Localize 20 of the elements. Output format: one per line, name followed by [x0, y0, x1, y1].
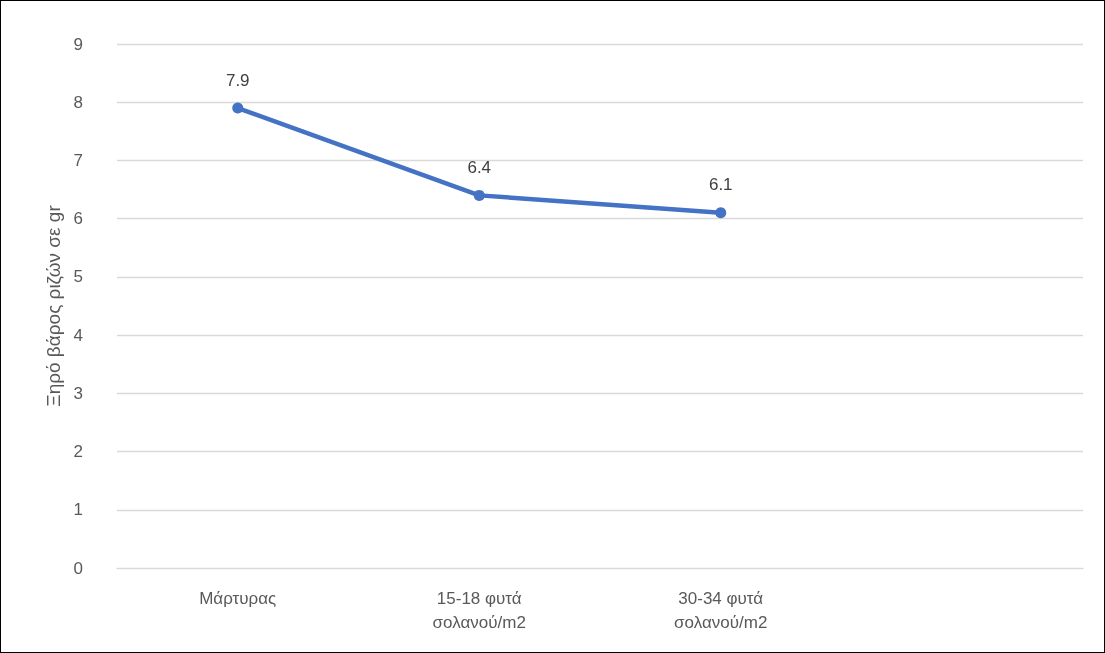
y-tick-label: 2 — [73, 442, 83, 462]
y-tick-label: 7 — [73, 150, 83, 170]
x-tick-label: 15-18 φυτά σολανού/m2 — [432, 588, 526, 632]
x-tick-label: Μάρτυρας — [199, 588, 277, 608]
x-tick-label: 30-34 φυτά σολανού/m2 — [674, 588, 768, 632]
y-tick-label: 0 — [73, 558, 83, 578]
point — [473, 189, 485, 201]
data-label: 6.1 — [708, 175, 733, 195]
y-tick-label: 5 — [73, 267, 83, 287]
y-tick-label: 6 — [73, 209, 83, 229]
y-tick-label: 8 — [73, 92, 83, 112]
y-tick-label: 9 — [73, 34, 83, 54]
y-axis-title: Ξηρό βάρος ριζών σε gr — [42, 204, 64, 407]
y-tick-label: 4 — [73, 325, 83, 345]
y-tick-label: 1 — [73, 500, 83, 520]
data-label: 6.4 — [467, 157, 492, 177]
point — [232, 102, 244, 114]
data-label: 7.9 — [225, 70, 250, 90]
y-tick-label: 3 — [73, 383, 83, 403]
point — [715, 207, 727, 219]
